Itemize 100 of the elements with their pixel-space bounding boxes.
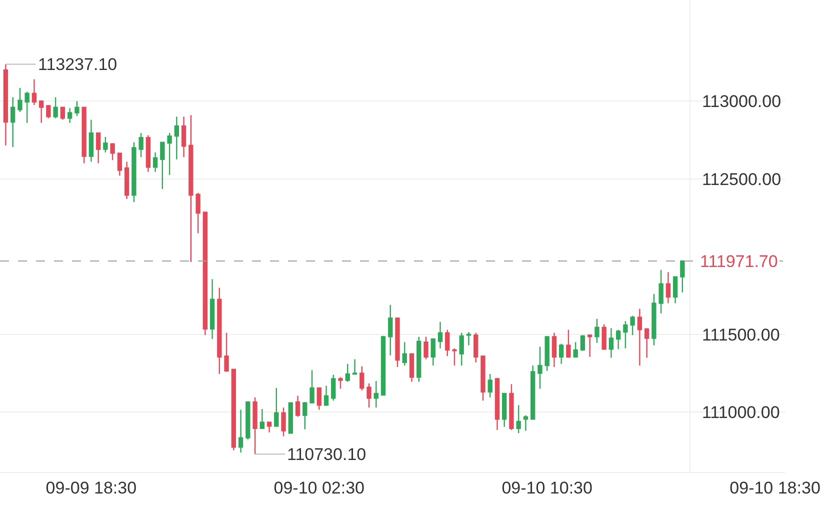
candlestick: [666, 272, 671, 304]
candlestick: [38, 100, 44, 124]
candlestick: [302, 401, 308, 430]
candlestick: [573, 342, 578, 358]
candlestick: [103, 136, 108, 154]
candlestick: [146, 134, 151, 172]
candlestick: [138, 132, 144, 158]
x-tick-label: 09-09 18:30: [46, 478, 137, 498]
candlestick: [132, 142, 136, 203]
candlestick: [538, 346, 542, 390]
candlestick: [616, 329, 621, 350]
candlestick: [310, 370, 314, 404]
candlestick: [395, 317, 400, 368]
candlestick: [46, 104, 51, 119]
candlestick: [623, 320, 628, 349]
candlestick: [281, 406, 286, 437]
candlestick: [424, 336, 428, 360]
candlestick: [502, 392, 507, 428]
candlestick: [438, 321, 443, 349]
candlestick: [488, 373, 492, 398]
candlestick: [345, 363, 350, 382]
candlestick: [316, 387, 322, 410]
candlestick: [658, 269, 664, 314]
candlestick: [274, 387, 279, 428]
candlestick: [566, 329, 571, 358]
candlestick: [260, 408, 264, 430]
candlestick: [88, 119, 94, 162]
candlestick: [352, 358, 358, 376]
candlestick: [523, 414, 528, 432]
candlestick: [18, 87, 22, 113]
y-tick-label: 112500.00: [702, 170, 782, 189]
candlestick: [416, 336, 422, 382]
candlestick: [474, 332, 478, 363]
candlestick: [608, 328, 614, 358]
candlestick: [174, 116, 180, 160]
candlestick: [430, 338, 436, 366]
candlestick: [331, 374, 336, 402]
candlestick: [680, 260, 685, 293]
candlestick: [181, 116, 186, 158]
candlestick: [494, 377, 500, 431]
candlestick: [380, 335, 386, 396]
candlestick: [266, 422, 272, 433]
candlestick: [374, 380, 378, 408]
candlestick: [96, 132, 101, 164]
candlestick: [388, 304, 393, 356]
y-tick-label: 111000.00: [702, 403, 780, 422]
annotation: 110730.10: [287, 445, 366, 464]
candlestick: [295, 395, 300, 418]
candlestick: [231, 368, 236, 451]
candlestick: [74, 100, 80, 116]
x-tick-label: 09-10 18:30: [730, 478, 820, 498]
candlestick: [338, 376, 343, 390]
candlestick: [445, 329, 450, 357]
candlestick: [644, 328, 650, 358]
candlestick: [466, 331, 472, 346]
candlestick: [360, 366, 364, 391]
candlestick: [188, 114, 194, 263]
candlestick: [672, 276, 678, 304]
x-tick-label: 09-10 10:30: [502, 478, 592, 498]
candlestick: [509, 384, 514, 431]
candlestick: [224, 332, 229, 372]
candlestick: [24, 91, 30, 124]
candlestick: [82, 106, 86, 164]
candlestick: [252, 396, 258, 455]
candlestick: [160, 142, 165, 190]
candlestick: [580, 334, 586, 352]
candlestick: [196, 192, 200, 234]
candlestick: [480, 356, 486, 402]
candlestick: [459, 332, 464, 366]
candlestick: [587, 334, 592, 358]
candlestick: [637, 308, 642, 366]
candlestick: [238, 409, 244, 454]
candlestick: [630, 315, 635, 336]
candlestick: [652, 293, 656, 346]
candlestick: [53, 96, 58, 119]
candlestick: [217, 287, 222, 375]
candlestick: [67, 107, 72, 124]
candlestick: [558, 343, 564, 365]
x-tick-label: 09-10 02:30: [274, 478, 365, 498]
candlestick: [202, 212, 208, 336]
candlestick: [210, 278, 215, 340]
candlestick: [366, 382, 372, 408]
candlestick: [530, 364, 536, 420]
candlestick: [516, 404, 521, 434]
candlestick: [124, 161, 130, 200]
annotation: 113237.10: [38, 55, 118, 74]
candlestick: [152, 152, 158, 172]
candlestick: [167, 132, 172, 176]
candlestick: [288, 402, 293, 434]
candlestick: [552, 332, 557, 368]
candlestick: [594, 318, 600, 344]
candlestick: [3, 64, 8, 146]
candlestick: [110, 142, 115, 161]
candlestick: [60, 106, 66, 120]
candlestick: [544, 336, 550, 372]
candlestick: [10, 96, 16, 148]
ref-line-label: 111971.70: [700, 252, 778, 271]
candlestick: [409, 353, 414, 382]
candlestick: [32, 78, 37, 106]
candlestick: [452, 348, 457, 366]
